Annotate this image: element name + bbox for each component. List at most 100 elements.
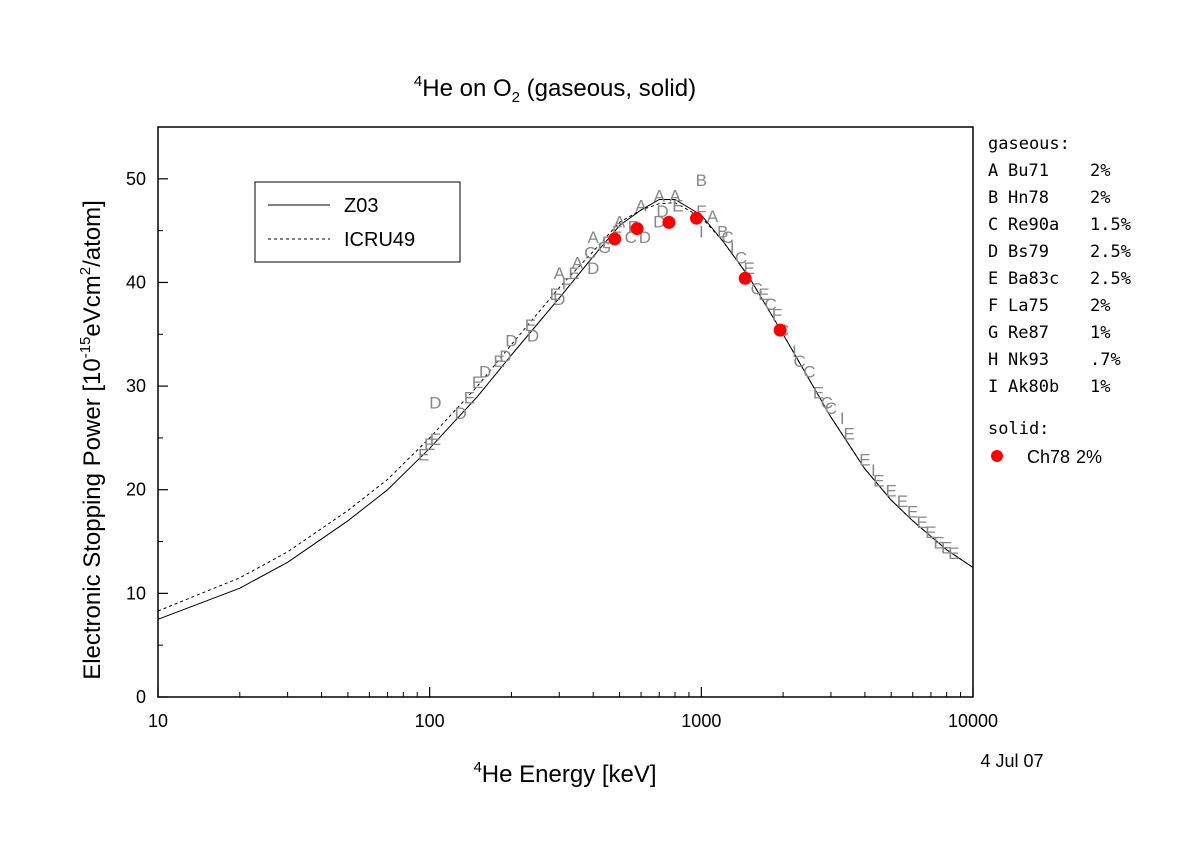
gaseous-legend-ref: Ak80b	[1008, 377, 1059, 397]
gaseous-legend-letter: F	[988, 296, 998, 316]
x-axis-label-text: He Energy [keV]	[482, 761, 657, 788]
gaseous-legend-err: 2%	[1090, 188, 1110, 208]
x-axis-label-super: 4	[473, 759, 481, 776]
gaseous-point-c: C	[751, 280, 763, 299]
gaseous-point-b: B	[696, 171, 707, 190]
gaseous-legend-entry: F La75 2%	[988, 296, 1110, 316]
gaseous-point-e: E	[886, 482, 897, 501]
y-axis-label-sq: 2	[77, 267, 94, 275]
gaseous-point-d: D	[553, 290, 565, 309]
gaseous-point-e: E	[843, 425, 854, 444]
gaseous-point-e: E	[941, 539, 952, 558]
gaseous-point-e: E	[550, 285, 561, 304]
solid-legend-label: Ch78 2%	[1027, 447, 1102, 467]
gaseous-data-points: EEEDDEEDEDDEDEDAFEADACGFAFCFADADDAEBFIAB…	[418, 171, 960, 563]
gaseous-point-f: F	[562, 274, 572, 293]
gaseous-legend-ref: Ba83c	[1008, 269, 1059, 289]
gaseous-legend-entry: E Ba83c 2.5%	[988, 269, 1131, 289]
title-rest: (gaseous, solid)	[520, 75, 696, 102]
gaseous-point-a: A	[554, 264, 566, 283]
gaseous-point-f: F	[696, 202, 706, 221]
gaseous-legend-err: 2%	[1090, 161, 1110, 181]
gaseous-legend-err: 2.5%	[1090, 242, 1131, 262]
solid-point-ch78	[773, 323, 787, 337]
gaseous-legend-entry: H Nk93 .7%	[988, 350, 1121, 370]
gaseous-legend-letter: A	[988, 161, 998, 181]
gaseous-legend-letter: C	[988, 215, 998, 235]
gaseous-point-f: F	[602, 233, 612, 252]
gaseous-point-a: A	[707, 207, 719, 226]
gaseous-legend-ref: Nk93	[1008, 350, 1049, 370]
y-axis-label-exp: -15	[77, 337, 94, 359]
solid-point-ch78	[662, 215, 676, 229]
gaseous-legend-err: 2.5%	[1090, 269, 1131, 289]
gaseous-point-a: A	[669, 186, 681, 205]
gaseous-point-d: D	[656, 202, 668, 221]
gaseous-point-e: E	[672, 197, 683, 216]
gaseous-point-e: E	[948, 544, 959, 563]
y-tick-label: 50	[126, 169, 146, 189]
y-axis-label: Electronic Stopping Power [10-15eVcm2/at…	[77, 200, 106, 680]
gaseous-legend-ref: La75	[1008, 296, 1049, 316]
gaseous-point-d: D	[454, 404, 466, 423]
x-axis-label: 4He Energy [keV]	[473, 759, 656, 788]
gaseous-point-i: I	[871, 461, 876, 480]
gaseous-point-d: D	[527, 326, 539, 345]
solid-legend-marker	[991, 450, 1003, 462]
y-tick-label: 20	[126, 480, 146, 500]
gaseous-point-e: E	[430, 430, 441, 449]
gaseous-point-d: D	[587, 259, 599, 278]
gaseous-point-c: C	[803, 363, 815, 382]
gaseous-legend-ref: Re87	[1008, 323, 1049, 343]
y-tick-label: 0	[136, 687, 146, 707]
gaseous-legend-ref: Bs79	[1008, 242, 1049, 262]
gaseous-point-e: E	[418, 445, 429, 464]
gaseous-legend-letter: B	[988, 188, 998, 208]
gaseous-point-e: E	[758, 285, 769, 304]
gaseous-point-c: C	[765, 295, 777, 314]
gaseous-legend: A Bu71 2% B Hn78 2% C Re90a 1.5% D Bs79 2.5% E Ba83c 2…	[988, 161, 1131, 397]
model-curves	[157, 199, 974, 620]
gaseous-legend-err: 1%	[1090, 323, 1110, 343]
title-base: He on O	[422, 75, 511, 102]
solid-data-points	[608, 211, 787, 337]
gaseous-point-d: D	[653, 212, 665, 231]
gaseous-point-i: I	[840, 409, 845, 428]
gaseous-legend-letter: E	[988, 269, 998, 289]
gaseous-point-a: A	[635, 197, 647, 216]
gaseous-legend-entry: C Re90a 1.5%	[988, 215, 1131, 235]
gaseous-point-c: C	[722, 228, 734, 247]
y-axis-label-mid: eVcm	[79, 275, 106, 336]
solid-legend-ref: Ch78	[1027, 447, 1070, 467]
gaseous-legend-err: 2%	[1090, 296, 1110, 316]
gaseous-point-i: I	[730, 238, 735, 257]
date-stamp: 4 Jul 07	[980, 751, 1043, 771]
gaseous-legend-err: .7%	[1090, 350, 1121, 370]
gaseous-point-e: E	[472, 373, 483, 392]
solid-point-ch78	[630, 222, 644, 236]
y-tick-label: 10	[126, 583, 146, 603]
gaseous-point-c: C	[793, 352, 805, 371]
gaseous-point-c: C	[825, 399, 837, 418]
gaseous-point-e: E	[424, 435, 435, 454]
gaseous-point-d: D	[505, 331, 517, 350]
gaseous-point-i: I	[699, 223, 704, 242]
plot-frame	[157, 126, 974, 698]
y-tick-label: 30	[126, 376, 146, 396]
gaseous-point-e: E	[897, 492, 908, 511]
gaseous-point-c: C	[735, 249, 747, 268]
y-tick-label: 40	[126, 272, 146, 292]
gaseous-point-e: E	[813, 383, 824, 402]
gaseous-point-a: A	[614, 212, 626, 231]
gaseous-legend-letter: D	[988, 242, 998, 262]
gaseous-legend-ref: Re90a	[1008, 215, 1059, 235]
gaseous-legend-letter: H	[988, 350, 998, 370]
gaseous-point-e: E	[925, 523, 936, 542]
gaseous-point-e: E	[859, 451, 870, 470]
solid-point-ch78	[608, 232, 622, 246]
gaseous-point-f: F	[772, 306, 782, 325]
gaseous-point-i: I	[792, 342, 797, 361]
gaseous-point-d: D	[429, 394, 441, 413]
